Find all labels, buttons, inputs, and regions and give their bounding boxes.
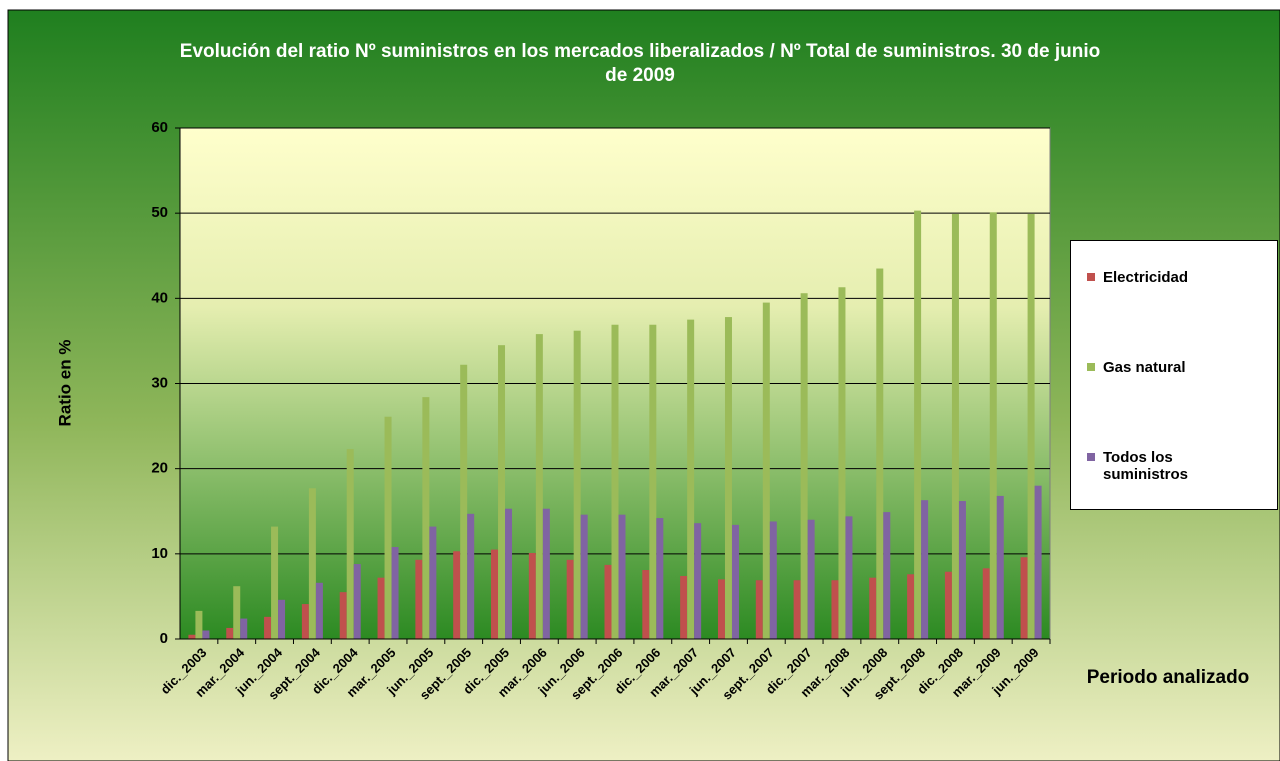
bar xyxy=(951,214,959,640)
bar xyxy=(195,610,203,639)
y-axis-title: Ratio en % xyxy=(55,340,74,427)
bar xyxy=(869,577,877,639)
bar xyxy=(618,514,626,639)
bar xyxy=(339,592,347,639)
bar xyxy=(498,345,506,639)
bar xyxy=(755,580,763,639)
bar xyxy=(384,416,392,639)
bar xyxy=(233,586,241,639)
y-tick-label: 60 xyxy=(151,119,168,136)
bar xyxy=(680,575,688,639)
bar xyxy=(656,518,664,639)
bar xyxy=(528,552,536,639)
bar xyxy=(793,580,801,639)
x-axis-title: Periodo analizado xyxy=(1087,667,1250,688)
bar xyxy=(717,579,725,639)
bar xyxy=(377,577,385,639)
bar xyxy=(467,513,475,639)
bar xyxy=(687,319,695,639)
bar xyxy=(1034,485,1042,639)
bar xyxy=(271,526,279,639)
bar xyxy=(642,570,650,639)
y-tick-label: 20 xyxy=(151,460,168,477)
bar xyxy=(831,580,839,639)
bar xyxy=(611,324,619,639)
bar xyxy=(453,551,461,639)
legend-swatch xyxy=(1087,453,1095,461)
bar xyxy=(315,582,323,639)
bar xyxy=(415,559,423,639)
bar xyxy=(188,634,196,639)
bar xyxy=(807,519,815,639)
bar xyxy=(542,508,550,639)
bar xyxy=(264,616,272,639)
legend-item: Gas natural xyxy=(1087,359,1267,376)
bar xyxy=(762,302,770,639)
bar xyxy=(491,549,499,639)
bar xyxy=(505,508,513,639)
bar xyxy=(202,630,210,639)
bar xyxy=(907,574,915,639)
bar xyxy=(1027,214,1035,640)
bar xyxy=(1020,557,1028,639)
bar xyxy=(429,526,437,639)
bar xyxy=(460,364,468,639)
y-tick-label: 0 xyxy=(160,630,168,647)
y-tick-label: 50 xyxy=(151,204,168,221)
bar xyxy=(958,501,966,639)
bar xyxy=(301,604,309,639)
legend-item: Todos los suministros xyxy=(1087,449,1267,483)
legend-swatch xyxy=(1087,273,1095,281)
bar xyxy=(769,521,777,639)
bar xyxy=(573,330,581,639)
bar xyxy=(278,599,286,639)
bar xyxy=(724,317,732,639)
legend-item: Electricidad xyxy=(1087,269,1267,286)
bar xyxy=(226,627,234,639)
legend-label: Electricidad xyxy=(1103,269,1189,286)
bar xyxy=(921,500,929,639)
y-tick-label: 30 xyxy=(151,374,168,391)
bar xyxy=(876,268,884,639)
bar xyxy=(422,397,430,639)
bar xyxy=(240,618,248,639)
bar xyxy=(838,287,846,639)
bar xyxy=(346,449,354,639)
bar xyxy=(580,514,588,639)
legend-swatch xyxy=(1087,363,1095,371)
bar xyxy=(566,559,574,639)
chart-title: Evolución del ratio Nº suministros en lo… xyxy=(179,41,1101,86)
bar xyxy=(391,547,399,639)
bar xyxy=(604,564,612,639)
bar xyxy=(308,488,316,639)
bar xyxy=(731,524,739,639)
legend-label: Todos los suministros xyxy=(1103,449,1189,483)
bar xyxy=(535,334,543,639)
bar xyxy=(845,516,853,639)
bar xyxy=(914,210,922,639)
y-tick-label: 40 xyxy=(151,289,168,306)
bar xyxy=(944,571,952,639)
bar xyxy=(883,512,891,639)
bar xyxy=(982,568,990,639)
bar xyxy=(649,324,657,639)
bar xyxy=(989,212,997,639)
legend: Electricidad Gas natural Todos los suminis… xyxy=(1070,240,1278,510)
y-tick-label: 10 xyxy=(151,545,168,562)
legend-label: Gas natural xyxy=(1103,359,1186,376)
bar xyxy=(694,523,702,639)
bar xyxy=(353,564,361,639)
bar xyxy=(800,293,808,639)
bar xyxy=(996,495,1004,639)
